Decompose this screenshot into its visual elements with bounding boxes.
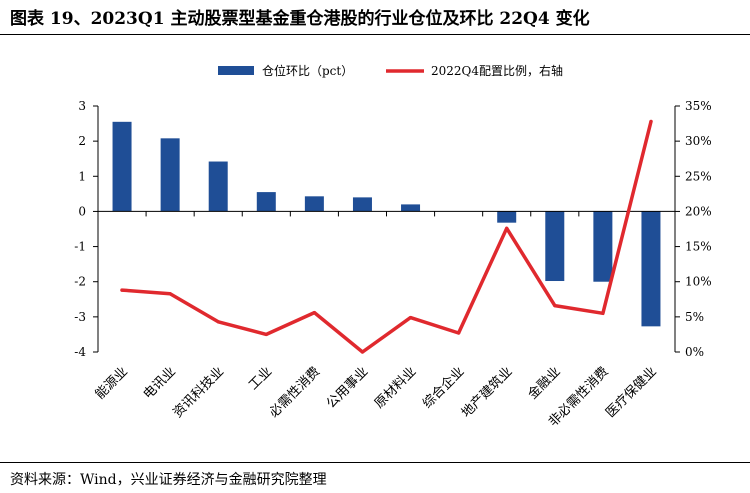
line-point-2 bbox=[168, 292, 172, 296]
bar-12 bbox=[641, 211, 661, 327]
bar-10 bbox=[545, 211, 565, 282]
bar-4 bbox=[256, 192, 276, 212]
bar-11 bbox=[593, 211, 613, 282]
x-tick-label: 资讯科技业 bbox=[170, 364, 227, 421]
x-tick-label: 能源业 bbox=[93, 364, 131, 402]
bar-3 bbox=[208, 161, 228, 212]
bar-1 bbox=[112, 121, 132, 212]
y-right-tick-label: 35% bbox=[685, 99, 712, 113]
y-left-tick-label: 0 bbox=[78, 204, 86, 218]
source-note: 资料来源：Wind，兴业证券经济与金融研究院整理 bbox=[10, 472, 327, 488]
x-tick-label: 电讯业 bbox=[141, 364, 179, 402]
bar-6 bbox=[352, 197, 372, 212]
line-point-8 bbox=[457, 331, 461, 335]
series-line-2022q4 bbox=[120, 119, 653, 354]
footer-divider bbox=[0, 462, 750, 463]
title-divider bbox=[0, 34, 750, 35]
x-tick-label: 地产建筑业 bbox=[458, 364, 515, 421]
y-right-tick-label: 10% bbox=[685, 275, 712, 289]
y-right-tick-label: 5% bbox=[685, 310, 704, 324]
y-right-tick-label: 20% bbox=[685, 204, 712, 218]
y-right-tick-label: 0% bbox=[685, 345, 704, 359]
line-point-3 bbox=[216, 320, 220, 324]
y-left-tick-label: 1 bbox=[78, 169, 86, 183]
x-tick-label: 必需性消费 bbox=[267, 364, 324, 421]
bar-2 bbox=[160, 138, 180, 212]
bar-7 bbox=[401, 204, 421, 212]
y-left-tick-label: 3 bbox=[78, 99, 86, 113]
x-tick-label: 公用事业 bbox=[324, 364, 371, 411]
x-tick-label: 综合企业 bbox=[419, 364, 467, 412]
x-tick-label: 原材料业 bbox=[372, 364, 419, 411]
y-right-tick-label: 30% bbox=[685, 134, 712, 148]
x-tick-label: 金融业 bbox=[525, 364, 564, 403]
y-right-tick-label: 15% bbox=[685, 240, 712, 254]
line-point-4 bbox=[264, 332, 268, 337]
line-point-7 bbox=[408, 315, 413, 320]
legend-bar-swatch bbox=[218, 66, 254, 75]
line-point-5 bbox=[312, 311, 316, 315]
legend-bar-label: 仓位环比（pct） bbox=[262, 63, 353, 78]
line-point-10 bbox=[553, 304, 557, 308]
bar-9 bbox=[497, 211, 517, 223]
line-point-12 bbox=[649, 119, 653, 124]
x-tick-label: 医疗保健业 bbox=[603, 364, 660, 421]
bar-5 bbox=[304, 196, 324, 212]
y-left-tick-label: 2 bbox=[78, 134, 86, 148]
line-point-9 bbox=[505, 226, 509, 230]
line-point-11 bbox=[601, 311, 605, 315]
y-left-tick-label: -2 bbox=[74, 275, 86, 289]
y-left-tick-label: -3 bbox=[74, 310, 86, 324]
line-point-6 bbox=[360, 350, 365, 354]
y-left-tick-label: -4 bbox=[74, 345, 86, 359]
chart-title: 图表 19、2023Q1 主动股票型基金重仓港股的行业仓位及环比 22Q4 变化 bbox=[10, 9, 590, 29]
x-tick-label: 工业 bbox=[246, 364, 275, 393]
line-point-1 bbox=[120, 288, 124, 292]
y-left-tick-label: -1 bbox=[74, 240, 86, 254]
y-right-tick-label: 25% bbox=[685, 169, 712, 183]
legend-line-label: 2022Q4配置比例，右轴 bbox=[431, 63, 563, 78]
